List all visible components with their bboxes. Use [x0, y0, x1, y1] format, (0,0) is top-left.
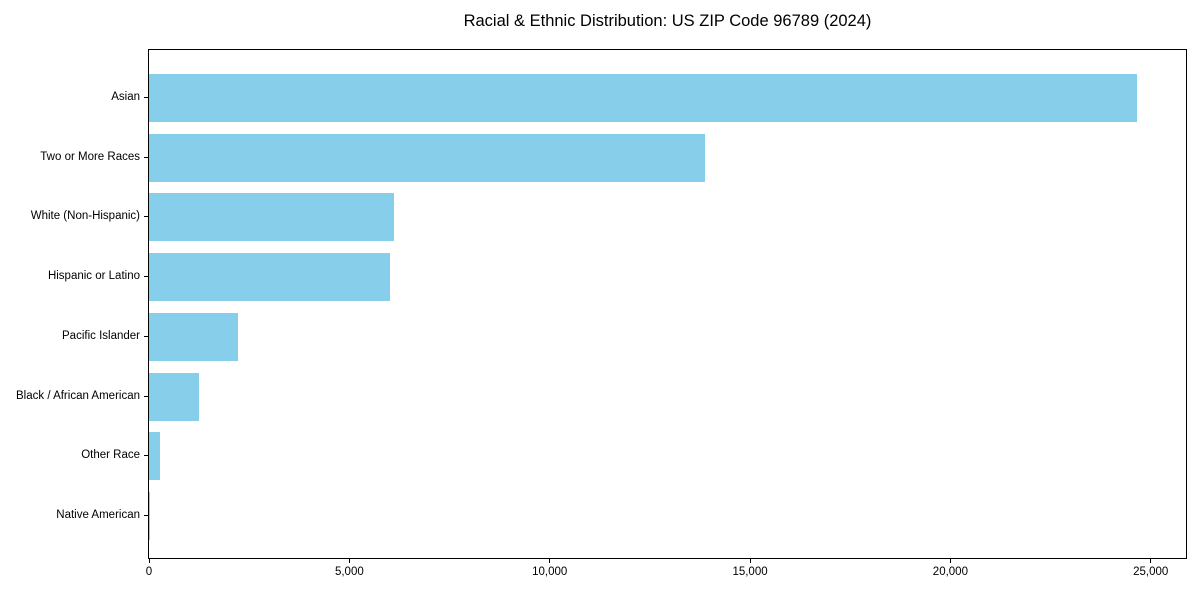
y-tick-mark — [144, 276, 148, 278]
y-tick-label: Other Race — [81, 449, 140, 462]
y-tick-label: White (Non-Hispanic) — [30, 210, 140, 223]
y-tick-label: Hispanic or Latino — [47, 270, 140, 283]
bar-native-american — [149, 491, 151, 540]
y-tick-label: Black / African American — [16, 389, 140, 402]
y-tick-mark — [144, 455, 148, 457]
y-tick-mark — [144, 97, 148, 98]
y-tick-label: Two or More Races — [40, 150, 140, 163]
x-tick-label: 25,000 — [1133, 566, 1169, 578]
chart-title: Racial & Ethnic Distribution: US ZIP Cod… — [463, 12, 872, 30]
y-tick-mark — [144, 395, 148, 397]
bar-white-non-hispanic- — [149, 193, 394, 242]
bar-other-race — [149, 432, 161, 481]
plot-area — [148, 49, 1187, 559]
x-tick-mark — [949, 559, 951, 563]
y-tick-mark — [144, 156, 148, 158]
x-tick-label: 5,000 — [334, 566, 364, 578]
x-tick-label: 15,000 — [732, 566, 768, 578]
x-tick-label: 10,000 — [532, 566, 568, 578]
bar-two-or-more-races — [149, 133, 706, 182]
y-tick-label: Native American — [56, 508, 140, 521]
y-tick-mark — [144, 216, 148, 218]
y-tick-label: Pacific Islander — [62, 329, 140, 342]
bar-asian — [149, 74, 1137, 122]
x-tick-mark — [348, 559, 350, 563]
x-tick-mark — [148, 559, 150, 563]
y-tick-mark — [144, 514, 148, 516]
x-tick-mark — [749, 559, 751, 563]
bar-black-african-american — [149, 372, 200, 421]
x-tick-label: 20,000 — [932, 566, 968, 578]
x-tick-mark — [549, 559, 551, 563]
bar-hispanic-or-latino — [149, 253, 390, 302]
y-tick-mark — [144, 335, 148, 337]
x-tick-label: 0 — [145, 566, 153, 578]
bar-pacific-islander — [149, 312, 238, 361]
y-tick-label: Asian — [111, 91, 140, 103]
x-tick-mark — [1150, 559, 1152, 563]
